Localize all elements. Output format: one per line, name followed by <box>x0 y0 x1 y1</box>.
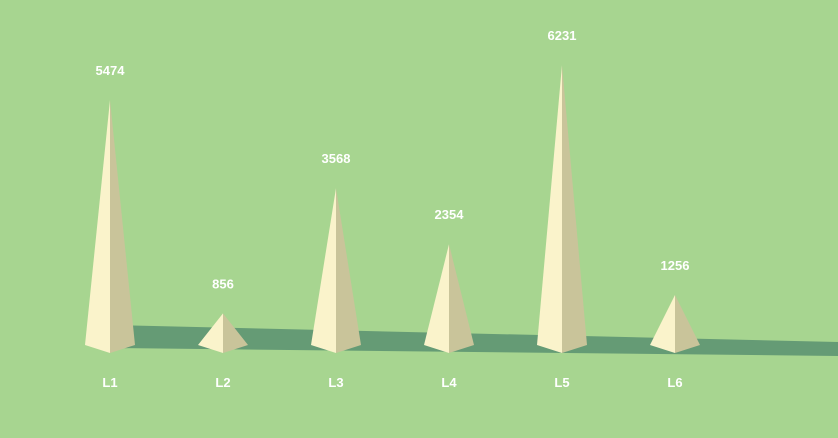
pyramid-light-face <box>537 65 562 353</box>
category-label: L2 <box>215 375 230 390</box>
pyramid-light-face <box>424 244 449 353</box>
pyramid-bar <box>85 99 135 354</box>
pyramid-dark-face <box>110 99 135 354</box>
pyramid-light-face <box>198 313 223 353</box>
value-label: 3568 <box>322 151 351 166</box>
category-labels: L1 L2 L3 L4 L5 L6 <box>102 375 682 390</box>
pyramid-dark-face <box>562 65 587 353</box>
category-label: L5 <box>554 375 569 390</box>
value-label: 2354 <box>435 207 465 222</box>
pyramid-bar <box>650 294 700 353</box>
pyramid-bar <box>537 65 587 353</box>
value-label: 1256 <box>661 258 690 273</box>
pyramid-light-face <box>85 99 110 354</box>
pyramid-bar <box>424 244 474 353</box>
floor-shadow <box>110 325 838 356</box>
value-label: 6231 <box>548 28 577 43</box>
pyramid-bar <box>311 188 361 353</box>
pyramid-bar <box>198 313 248 353</box>
category-label: L4 <box>441 375 457 390</box>
pyramid-light-face <box>650 294 675 353</box>
category-label: L3 <box>328 375 343 390</box>
category-label: L6 <box>667 375 682 390</box>
pyramid-dark-face <box>336 188 361 353</box>
pyramid-dark-face <box>449 244 474 353</box>
pyramid-dark-face <box>675 294 700 353</box>
pyramid-series <box>85 65 700 354</box>
value-labels: 5474 856 3568 2354 6231 1256 <box>96 28 690 291</box>
value-label: 856 <box>212 276 234 291</box>
category-label: L1 <box>102 375 117 390</box>
value-label: 5474 <box>96 63 126 78</box>
pyramid-light-face <box>311 188 336 353</box>
pyramid-dark-face <box>223 313 248 353</box>
